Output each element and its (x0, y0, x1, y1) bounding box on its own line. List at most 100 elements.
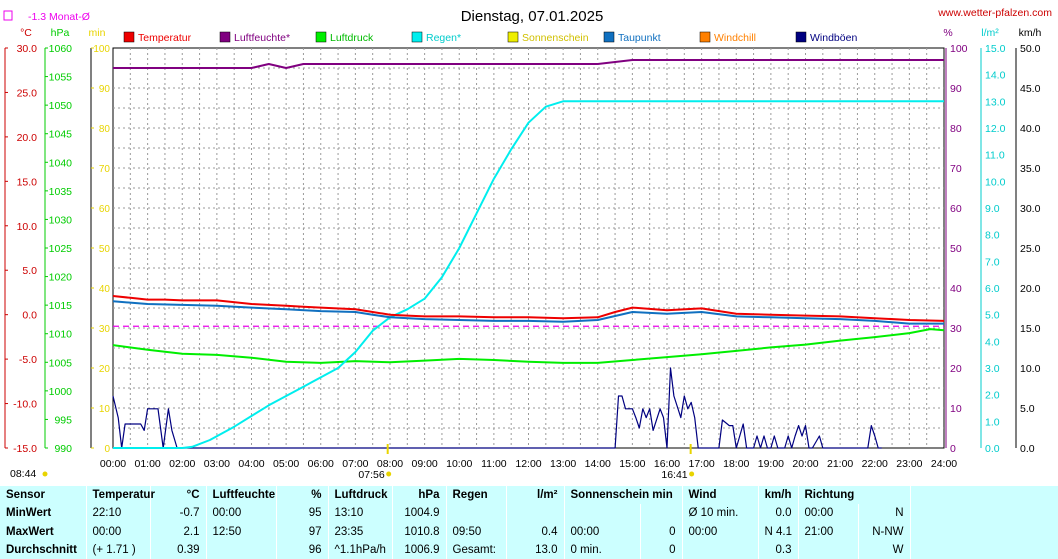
time-tick: 05:00 (273, 458, 299, 470)
stats-cell-wind-time: Ø 10 min. (682, 504, 759, 523)
temp-axis-tick: 5.0 (22, 265, 37, 277)
time-tick: 21:00 (827, 458, 853, 470)
temp-axis-tick: 25.0 (17, 87, 38, 99)
stats-cell-rain-val (506, 504, 565, 523)
temp-axis-tick: -5.0 (19, 354, 37, 366)
grid (112, 47, 945, 449)
stats-row: MinWert 22:10 -0.7 00:00 95 13:10 1004.9 Ø 10 m… (0, 504, 1058, 523)
stats-cell-dir-time: 21:00 (798, 522, 859, 541)
stats-cell-wind-time (682, 540, 759, 559)
rain-axis-tick: 2.0 (985, 390, 1000, 402)
pressure-axis-tick: 1010 (49, 329, 73, 341)
stats-cell-wind-val: 0.3 (758, 540, 799, 559)
sunrise-marker-label: 07:56 (358, 469, 384, 481)
stats-row: MaxWert 00:00 2.1 12:50 97 23:35 1010.8 09:50 0.… (0, 522, 1058, 541)
wind-axis-tick: 40.0 (1020, 123, 1041, 135)
rain-axis-tick: 10.0 (985, 176, 1006, 188)
stats-cell-hum-val: 95 (276, 504, 329, 523)
time-tick: 19:00 (758, 458, 784, 470)
hdr-temp-unit: °C (150, 486, 207, 505)
stats-cell-sun-val: 0 (640, 540, 683, 559)
stats-row: Durchschnitt (+ 1.71 ) 0.39 96 ^1.1hPa/h 1006… (0, 540, 1058, 559)
rain-axis-tick: 4.0 (985, 336, 1000, 348)
hdr-dir: Richtung (798, 486, 911, 505)
time-tick: 09:00 (411, 458, 437, 470)
legend-label: Windböen (810, 32, 857, 44)
time-tick: 24:00 (931, 458, 957, 470)
time-tick: 16:00 (654, 458, 680, 470)
pressure-axis-unit: hPa (51, 27, 70, 39)
sun-markers: 07:56 16:41 08:44 (10, 444, 695, 481)
time-tick: 11:00 (481, 458, 507, 470)
monthly-avg-icon (3, 10, 13, 21)
pressure-axis-tick: 1015 (49, 300, 73, 312)
time-tick: 18:00 (723, 458, 749, 470)
minutes-axis-tick: 80 (99, 124, 111, 135)
pressure-axis-tick: 1055 (49, 72, 73, 84)
humidity-axis-tick: 40 (950, 283, 962, 295)
pressure-axis-tick: 1045 (49, 129, 73, 141)
stats-cell-hum-val: 96 (276, 540, 329, 559)
time-tick: 22:00 (862, 458, 888, 470)
hdr-press: Luftdruck (328, 486, 393, 505)
pressure-axis-tick: 1030 (49, 214, 73, 226)
weather-chart: Dienstag, 07.01.2025 www.wetter-pfalzen.… (3, 7, 1053, 481)
stats-cell-wind-val: 0.0 (758, 504, 799, 523)
stats-cell-dir-val: W (858, 540, 911, 559)
humidity-axis-tick: 80 (950, 123, 962, 135)
stats-cell-press-val: 1004.9 (392, 504, 447, 523)
stats-cell-sun-time: 00:00 (564, 522, 641, 541)
wind-axis-tick: 45.0 (1020, 83, 1041, 95)
series-regen (113, 100, 944, 449)
pressure-axis-tick: 1000 (49, 386, 73, 398)
stats-cell-rain-time: Gesamt: (446, 540, 507, 559)
wind-axis-tick: 5.0 (1020, 403, 1035, 415)
time-tick: 10:00 (446, 458, 472, 470)
hdr-wind: Wind (682, 486, 759, 505)
pressure-axis-tick: 1025 (49, 243, 73, 255)
wind-axis-tick: 50.0 (1020, 43, 1041, 55)
stats-cell-dir-time: 00:00 (798, 504, 859, 523)
legend-swatch (603, 31, 615, 43)
pressure-axis-tick: 1005 (49, 357, 73, 369)
pressure-axis-tick: 990 (54, 443, 72, 455)
legend-swatch (699, 31, 711, 43)
sunset-marker-dot (689, 471, 695, 477)
minutes-axis-tick: 40 (99, 284, 111, 295)
humidity-axis-tick: 30 (950, 323, 962, 335)
temp-axis-tick: 20.0 (17, 132, 38, 144)
pressure-axis-tick: 1060 (49, 43, 73, 55)
legend-swatch (411, 31, 423, 43)
minutes-axis-unit: min (89, 27, 106, 39)
time-tick: 17:00 (688, 458, 714, 470)
time-tick: 04:00 (238, 458, 264, 470)
stats-cell-rain-time: 09:50 (446, 522, 507, 541)
stats-cell-temp-time: (+ 1.71 ) (86, 540, 151, 559)
site-link[interactable]: www.wetter-pfalzen.com (937, 7, 1052, 19)
stats-cell-dir-val: N (858, 504, 911, 523)
legend-swatch (315, 31, 327, 43)
wind-axis-tick: 15.0 (1020, 323, 1041, 335)
humidity-axis-tick: 70 (950, 163, 962, 175)
stats-cell-wind-val: N 4.1 (758, 522, 799, 541)
hdr-hum-unit: % (276, 486, 329, 505)
hdr-temp: Temperatur (86, 486, 155, 505)
time-tick: 08:00 (377, 458, 403, 470)
series-layer (112, 59, 945, 449)
time-tick: 02:00 (169, 458, 195, 470)
hdr-wind-unit: km/h (758, 486, 799, 505)
pressure-axis-tick: 1020 (49, 272, 73, 284)
stats-panel: Sensor Temperatur °C Luftfeuchte % Luftd… (0, 486, 1058, 559)
time-tick: 06:00 (308, 458, 334, 470)
stats-cell-rain-val: 0.4 (506, 522, 565, 541)
wind-axis-tick: 30.0 (1020, 203, 1041, 215)
humidity-axis-tick: 0 (950, 443, 956, 455)
pressure-axis-tick: 1050 (49, 100, 73, 112)
stats-cell-dir-val: N-NW (858, 522, 911, 541)
monthly-avg-label: -1.3 Monat-Ø (28, 11, 90, 23)
wind-axis-tick: 0.0 (1020, 443, 1035, 455)
temp-axis-tick: -15.0 (13, 443, 37, 455)
temp-axis-tick: 30.0 (17, 43, 38, 55)
stats-cell-sun-time: 0 min. (564, 540, 641, 559)
stats-cell-rain-time (446, 504, 507, 523)
